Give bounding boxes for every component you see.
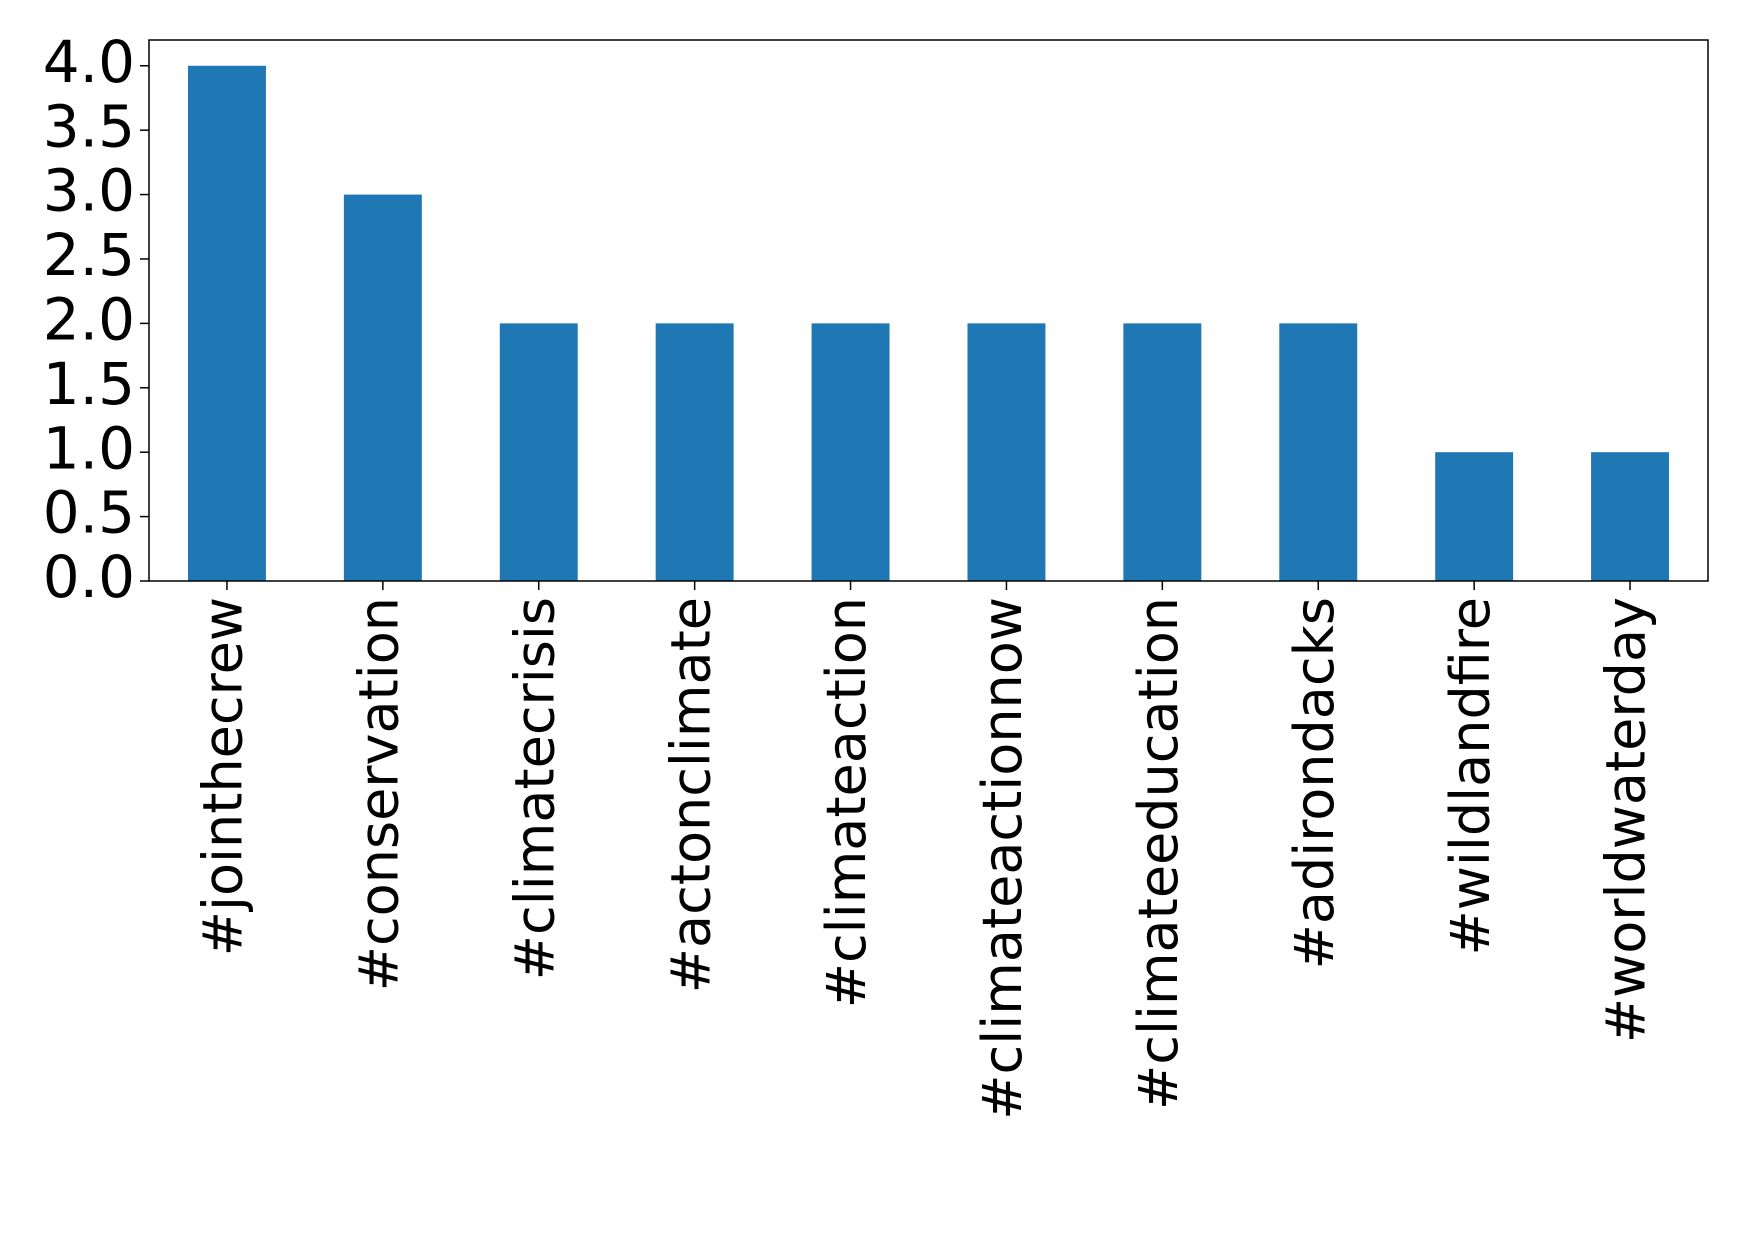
x-tick-label: #climateactionnow xyxy=(971,597,1034,1120)
x-tick-label: #wildlandfire xyxy=(1439,597,1502,956)
bar xyxy=(343,194,422,582)
bar xyxy=(499,323,578,581)
y-tick-label: 2.0 xyxy=(43,285,135,353)
x-tick-label: #actonclimate xyxy=(659,597,722,993)
y-tick-label: 4.0 xyxy=(43,28,135,96)
x-tick-label: #climateeducation xyxy=(1127,597,1190,1110)
bar xyxy=(811,323,890,581)
y-tick-label: 0.0 xyxy=(43,543,135,611)
plot-frame xyxy=(148,39,1709,582)
bar xyxy=(1591,452,1670,581)
y-tick-label: 3.5 xyxy=(43,92,135,160)
x-tick-label: #worldwaterday xyxy=(1595,597,1658,1043)
bar xyxy=(1279,323,1358,581)
x-tick-label: #jointhecrew xyxy=(192,597,255,956)
x-tick-label: #climatecrisis xyxy=(503,597,566,980)
bar xyxy=(967,323,1046,581)
y-tick-label: 0.5 xyxy=(43,479,135,547)
y-tick-label: 1.5 xyxy=(43,350,135,418)
bar xyxy=(1123,323,1202,581)
y-tick-label: 2.5 xyxy=(43,221,135,289)
bar xyxy=(1435,452,1514,581)
x-tick-label: #adirondacks xyxy=(1283,597,1346,969)
x-tick-label: #climateaction xyxy=(815,597,878,1008)
bar xyxy=(187,65,266,581)
y-tick-label: 1.0 xyxy=(43,414,135,482)
bar xyxy=(655,323,734,581)
x-tick-label: #conservation xyxy=(347,597,410,991)
y-tick-label: 3.0 xyxy=(43,157,135,225)
